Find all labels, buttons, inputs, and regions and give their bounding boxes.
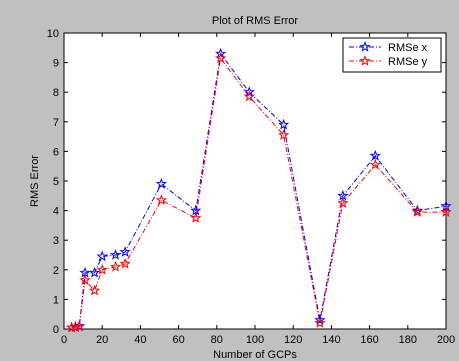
legend-marker: [359, 55, 371, 66]
series-line-rmse-x: [71, 52, 447, 329]
legend-marker: [359, 41, 371, 52]
y-tick-label: 0: [53, 324, 59, 336]
y-tick-label: 10: [47, 28, 59, 40]
data-point: [119, 257, 131, 269]
data-point: [278, 118, 290, 130]
x-tick-label: 160: [360, 334, 378, 346]
y-tick-label: 1: [53, 294, 59, 306]
legend-label: RMSe x: [388, 42, 428, 54]
x-tick-label: 200: [437, 334, 455, 346]
data-point: [96, 263, 108, 275]
data-point: [214, 52, 227, 63]
x-axis-label: Number of GCPs: [213, 349, 297, 361]
y-tick-label: 2: [53, 265, 59, 277]
data-point: [369, 158, 381, 170]
data-point: [190, 212, 202, 223]
legend: RMSe x RMSe y: [342, 37, 442, 73]
legend-box: [342, 37, 442, 73]
data-point: [69, 321, 82, 333]
series-markers: [66, 47, 452, 333]
data-point: [66, 321, 78, 333]
data-point: [88, 266, 101, 278]
data-point: [369, 149, 381, 161]
data-point: [109, 260, 122, 272]
data-point: [243, 90, 255, 102]
x-tick-label: 0: [61, 334, 67, 346]
data-point: [88, 284, 101, 296]
x-tick-label: 60: [172, 334, 184, 346]
y-tick-label: 4: [53, 206, 59, 218]
data-point: [411, 206, 423, 217]
data-point: [109, 249, 122, 260]
data-point: [79, 274, 91, 285]
series-lines: [71, 52, 447, 329]
x-tick-label: 80: [211, 334, 223, 346]
data-point: [278, 129, 290, 140]
x-tick-label: 40: [134, 334, 146, 346]
data-point: [214, 47, 227, 59]
data-point: [96, 250, 108, 262]
y-tick-label: 8: [53, 87, 59, 99]
y-tick-label: 6: [53, 146, 59, 158]
data-point: [155, 194, 168, 206]
x-tick-label: 20: [96, 334, 108, 346]
data-point: [314, 314, 326, 325]
data-point: [440, 206, 452, 217]
x-tick-label: 120: [284, 334, 302, 346]
chart-title: Plot of RMS Error: [212, 15, 299, 27]
y-tick-label: 3: [53, 235, 59, 247]
axis-ticks: 0 20 40 60 80 100 120 140 160 180 200 0 1 2 3 4 5 6 7 8 9 10: [47, 28, 455, 346]
y-tick-label: 5: [53, 176, 59, 188]
y-axis-label: RMS Error: [29, 155, 41, 207]
data-point: [337, 197, 349, 208]
data-point: [411, 204, 423, 216]
plot-area: [63, 32, 447, 330]
data-point: [119, 246, 131, 257]
legend-entries: RMSe x RMSe y: [349, 41, 428, 68]
y-tick-label: 9: [53, 58, 59, 70]
data-point: [155, 178, 168, 189]
x-tick-label: 180: [399, 334, 417, 346]
legend-label: RMSe y: [388, 56, 428, 68]
y-tick-label: 7: [53, 117, 59, 129]
data-point: [314, 317, 326, 328]
x-tick-label: 100: [246, 334, 264, 346]
data-point: [73, 320, 85, 332]
data-point: [243, 86, 255, 97]
x-tick-label: 140: [322, 334, 340, 346]
